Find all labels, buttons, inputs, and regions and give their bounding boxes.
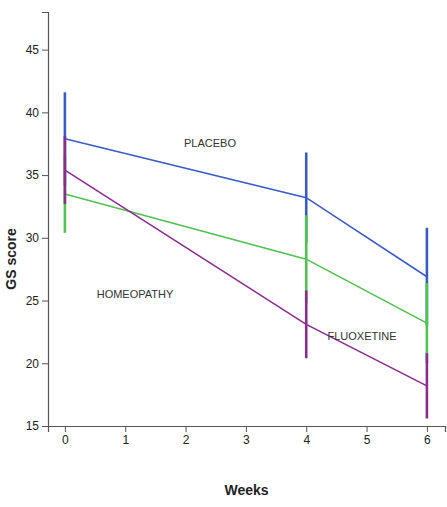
y-tick-label: 25	[26, 294, 40, 308]
x-tick: 1	[122, 426, 129, 447]
error-bar	[426, 283, 429, 363]
y-axis-line	[42, 13, 49, 427]
x-tick: 0	[62, 426, 69, 447]
x-tick-mark	[186, 426, 187, 432]
y-tick-mark	[42, 112, 48, 113]
x-tick-label: 1	[122, 433, 129, 447]
x-tick: 5	[364, 426, 371, 447]
y-tick-mark	[42, 426, 48, 427]
y-tick: 45	[26, 43, 48, 57]
error-bar	[426, 353, 429, 418]
x-tick-mark	[367, 426, 368, 432]
series-label: PLACEBO	[184, 137, 236, 149]
x-tick-label: 5	[364, 433, 371, 447]
series-line	[65, 170, 427, 386]
chart: 012345615202530354045PLACEBOFLUOXETINEHO…	[0, 0, 447, 507]
x-tick-mark	[246, 426, 247, 432]
x-axis-title: Weeks	[224, 482, 268, 498]
y-tick-mark	[42, 363, 48, 364]
x-tick-mark	[125, 426, 126, 432]
x-axis-line	[49, 427, 446, 433]
y-tick-label: 15	[26, 419, 40, 433]
x-tick-label: 6	[424, 433, 431, 447]
plot: 012345615202530354045PLACEBOFLUOXETINEHO…	[26, 13, 446, 447]
x-tick-label: 2	[183, 433, 190, 447]
y-tick: 15	[26, 419, 48, 433]
y-tick-mark	[42, 175, 48, 176]
x-axis: 0 1 2 3 4 5 6	[49, 426, 446, 447]
y-tick-label: 20	[26, 357, 40, 371]
error-bar	[305, 215, 308, 303]
x-tick: 6	[424, 426, 431, 447]
y-tick-mark	[42, 301, 48, 302]
x-tick-mark	[306, 426, 307, 432]
error-bar	[64, 136, 67, 204]
x-tick-label: 4	[303, 433, 310, 447]
series-label: HOMEOPATHY	[97, 288, 174, 300]
y-tick-mark	[42, 238, 48, 239]
y-tick-label: 30	[26, 231, 40, 245]
x-tick: 3	[243, 426, 250, 447]
y-tick-label: 45	[26, 43, 40, 57]
y-tick: 25	[26, 294, 48, 308]
y-axis-title: GS score	[3, 228, 19, 290]
series-line	[65, 139, 427, 277]
y-tick: 20	[26, 357, 48, 371]
x-tick-label: 0	[62, 433, 69, 447]
y-tick-mark	[42, 50, 48, 51]
y-tick: 30	[26, 231, 48, 245]
series-label: FLUOXETINE	[327, 330, 396, 342]
y-tick: 40	[26, 106, 48, 120]
x-tick: 4	[303, 426, 310, 447]
series-line	[65, 194, 427, 323]
x-tick-mark	[427, 426, 428, 432]
y-tick: 35	[26, 168, 48, 182]
y-tick-label: 40	[26, 106, 40, 120]
x-tick: 2	[183, 426, 190, 447]
y-axis: 15 20 25 30 35 40 45	[26, 13, 49, 434]
x-tick-label: 3	[243, 433, 250, 447]
x-tick-mark	[65, 426, 66, 432]
error-bar	[305, 291, 308, 359]
marks	[65, 92, 427, 418]
y-tick-label: 35	[26, 168, 40, 182]
